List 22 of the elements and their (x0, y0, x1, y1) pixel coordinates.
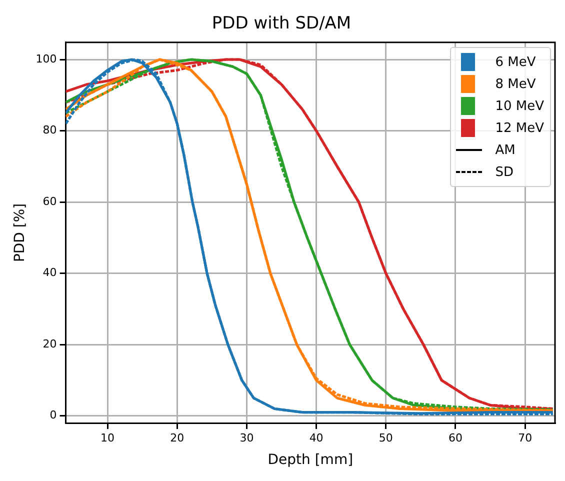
legend-label: 10 MeV (495, 98, 544, 114)
x-tick-label: 10 (100, 431, 115, 444)
y-axis-title: PDD [%] (12, 203, 28, 262)
y-tick-label: 0 (50, 408, 57, 422)
x-tick-label: 20 (170, 431, 184, 444)
x-tick-label: 60 (448, 431, 462, 444)
x-tick-label: 30 (240, 431, 254, 444)
annotation: SD (495, 164, 514, 180)
y-tick-label: 20 (42, 337, 57, 350)
legend-label: 8 MeV (495, 76, 536, 92)
legend-label: 12 MeV (495, 120, 544, 136)
y-tick-label: 100 (36, 52, 57, 66)
y-tick-label: 40 (42, 266, 57, 280)
x-tick-label: 50 (378, 431, 393, 444)
annotation: AM (495, 142, 516, 158)
chart-title: PDD with SD/AM (212, 14, 352, 34)
x-axis-title: Depth [mm] (268, 452, 354, 468)
x-tick-label: 40 (309, 431, 324, 444)
y-tick-label: 80 (42, 124, 57, 137)
x-tick-label: 70 (518, 431, 532, 444)
legend-label: 6 MeV (495, 54, 536, 70)
y-tick-label: 60 (42, 194, 57, 208)
